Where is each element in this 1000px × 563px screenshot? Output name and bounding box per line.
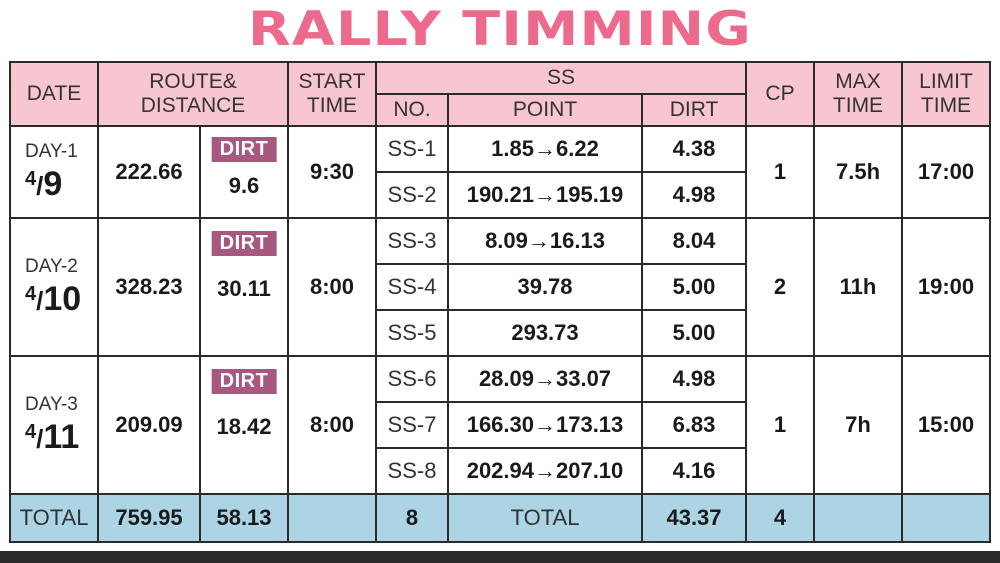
date-slash: / (36, 285, 44, 316)
ss-dirt: 8.04 (641, 217, 747, 265)
ss-dirt: 4.38 (641, 125, 747, 173)
route-distance: 209.09 (97, 355, 201, 495)
day-3-stage-row: SS-8 202.94→207.10 4.16 (10, 447, 990, 495)
route-distance: 222.66 (97, 125, 201, 219)
dirt-distance: 30.11 (217, 276, 271, 301)
date-month: 4 (25, 420, 37, 443)
bottom-bar (0, 551, 1000, 563)
ss-no: SS-1 (375, 125, 449, 173)
dirt-distance-cell: DIRT 30.11 (199, 217, 289, 357)
total-max-empty (813, 493, 903, 543)
header-route-distance: ROUTE& DISTANCE (97, 61, 289, 127)
ss-no: SS-3 (375, 217, 449, 265)
total-ss-count: 8 (375, 493, 449, 543)
header-start-time: START TIME (287, 61, 377, 127)
ss-no: SS-8 (375, 447, 449, 495)
dirt-distance-cell: DIRT 18.42 (199, 355, 289, 495)
date-slash: / (36, 170, 44, 201)
ss-no: SS-4 (375, 263, 449, 311)
dirt-distance-cell: DIRT 9.6 (199, 125, 289, 219)
header-ss: SS (375, 61, 747, 95)
dirt-badge: DIRT (211, 369, 277, 394)
header-ss-dirt: DIRT (641, 93, 747, 127)
date-day: 11 (43, 417, 80, 456)
date-cell: DAY-2 4/10 (9, 217, 99, 357)
total-label: TOTAL (9, 493, 99, 543)
header-ss-no: NO. (375, 93, 449, 127)
cp-count: 2 (745, 217, 815, 357)
day-2-stage-row: SS-5 293.73 5.00 (10, 309, 990, 357)
day-label: DAY-1 (25, 140, 78, 162)
date-day: 9 (43, 164, 63, 203)
day-1-stage-row: DAY-1 4/9 222.66 DIRT 9.6 9:30 SS-1 1.85→6.22 4.… (9, 125, 991, 219)
date-value: 4/10 (25, 279, 96, 319)
ss-point: 166.30→173.13 (447, 401, 643, 449)
start-time: 8:00 (287, 355, 377, 495)
start-time: 8:00 (287, 217, 377, 357)
day-label: DAY-2 (25, 255, 78, 277)
dirt-badge: DIRT (211, 137, 277, 162)
header-cp: CP (745, 61, 815, 127)
date-cell: DAY-1 4/9 (9, 125, 99, 219)
total-dirt: 58.13 (199, 493, 289, 543)
dirt-distance: 18.42 (216, 414, 272, 439)
total-distance: 759.95 (97, 493, 201, 543)
limit-time: 17:00 (901, 125, 991, 219)
rally-timing-table: DATE ROUTE& DISTANCE START TIME SS CP MA… (9, 61, 991, 543)
ss-no: SS-5 (375, 309, 449, 357)
ss-no: SS-6 (375, 355, 449, 403)
cp-count: 1 (745, 125, 815, 219)
ss-point: 293.73 (447, 309, 643, 357)
header-date: DATE (9, 61, 99, 127)
ss-point: 39.78 (447, 263, 643, 311)
ss-no: SS-2 (375, 171, 449, 219)
header-max-time: MAX TIME (813, 61, 903, 127)
day-label: DAY-3 (25, 393, 78, 415)
date-month: 4 (25, 282, 37, 305)
ss-dirt: 4.98 (641, 355, 747, 403)
ss-dirt: 6.83 (641, 401, 747, 449)
ss-point: 28.09→33.07 (447, 355, 643, 403)
total-ss-label: TOTAL (447, 493, 643, 543)
day-2-stage-row: SS-4 39.78 5.00 (10, 263, 990, 311)
day-2-stage-row: DAY-2 4/10 328.23 DIRT 30.11 8:00 SS-3 8.09→16.… (9, 217, 991, 357)
limit-time: 19:00 (901, 217, 991, 357)
ss-dirt: 4.98 (641, 171, 747, 219)
date-day: 10 (43, 279, 82, 318)
route-distance: 328.23 (97, 217, 201, 357)
date-slash: / (36, 423, 44, 454)
ss-point: 8.09→16.13 (447, 217, 643, 265)
cp-count: 1 (745, 355, 815, 495)
total-cp: 4 (745, 493, 815, 543)
max-time: 11h (813, 217, 903, 357)
ss-dirt: 5.00 (641, 263, 747, 311)
ss-dirt: 4.16 (641, 447, 747, 495)
day-1-stage-row: SS-2 190.21→195.19 4.98 (10, 171, 990, 219)
date-cell: DAY-3 4/11 (9, 355, 99, 495)
dirt-distance: 9.6 (228, 173, 260, 198)
ss-point: 1.85→6.22 (447, 125, 643, 173)
total-start-empty (287, 493, 377, 543)
ss-point: 202.94→207.10 (447, 447, 643, 495)
date-value: 4/11 (25, 417, 96, 457)
limit-time: 15:00 (901, 355, 991, 495)
dirt-badge: DIRT (211, 231, 277, 256)
header-ss-point: POINT (447, 93, 643, 127)
start-time: 9:30 (287, 125, 377, 219)
header-limit-time: LIMIT TIME (901, 61, 991, 127)
ss-dirt: 5.00 (641, 309, 747, 357)
ss-no: SS-7 (375, 401, 449, 449)
date-month: 4 (25, 167, 37, 190)
ss-point: 190.21→195.19 (447, 171, 643, 219)
date-value: 4/9 (25, 164, 96, 204)
day-3-stage-row: SS-7 166.30→173.13 6.83 (10, 401, 990, 449)
day-3-stage-row: DAY-3 4/11 209.09 DIRT 18.42 8:00 SS-6 28.09→33… (9, 355, 991, 495)
max-time: 7.5h (813, 125, 903, 219)
max-time: 7h (813, 355, 903, 495)
total-ss-dirt: 43.37 (641, 493, 747, 543)
page-title: RALLY TIMMING (248, 2, 752, 57)
total-limit-empty (901, 493, 991, 543)
